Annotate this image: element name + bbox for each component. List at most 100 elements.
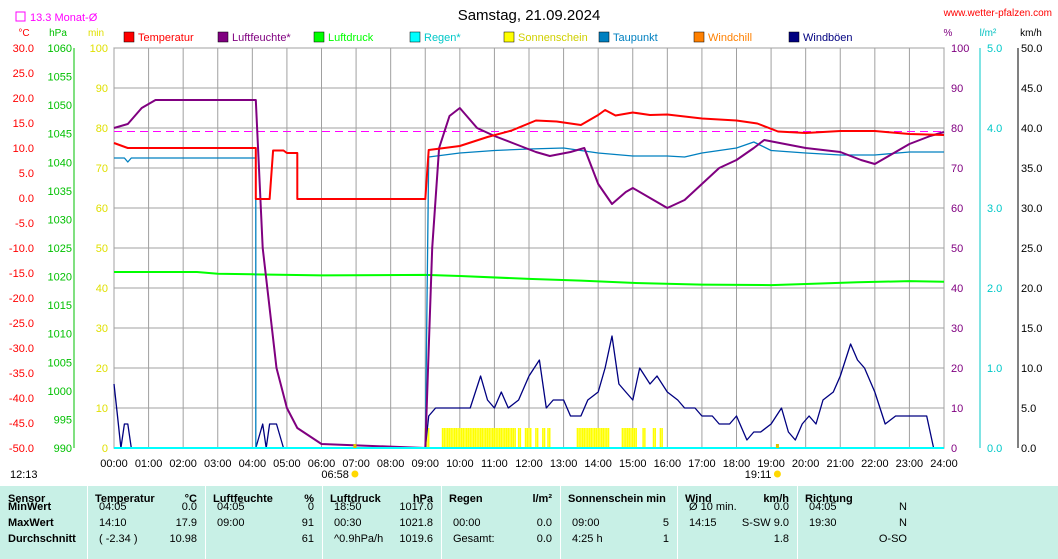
series-line-temperatur <box>113 109 945 200</box>
hpa-tick-label: 1045 <box>48 129 72 141</box>
stats-unit: % <box>304 493 314 505</box>
temp-tick-label: -35.0 <box>9 368 34 380</box>
time-tick-label: 00:00 <box>100 458 128 470</box>
time-tick-label: 19:00 <box>757 458 785 470</box>
unit-temp-label: °C <box>18 28 29 39</box>
stats-value: 17.9 <box>175 517 197 529</box>
time-tick-label: 10:00 <box>446 458 474 470</box>
hpa-tick-label: 1055 <box>48 72 72 84</box>
time-tick-label: 03:00 <box>204 458 232 470</box>
legend-swatch-6 <box>693 31 705 43</box>
legend-label: Luftfeuchte* <box>232 32 291 44</box>
min-tick-label: 80 <box>96 123 108 135</box>
wind-tick-label: 40.0 <box>1021 123 1042 135</box>
stats-unit: °C <box>184 493 197 505</box>
sunrise-label: 06:58 <box>321 469 349 481</box>
unit-rain-label: l/m² <box>980 28 997 39</box>
pct-tick-label: 100 <box>951 43 969 55</box>
stats-time: 00:00 <box>453 517 481 529</box>
temp-tick-label: -20.0 <box>9 293 34 305</box>
time-tick-label: 01:00 <box>135 458 163 470</box>
temp-tick-label: -15.0 <box>9 268 34 280</box>
unit-hpa-label: hPa <box>49 28 67 39</box>
time-tick-label: 09:00 <box>411 458 439 470</box>
wind-tick-label: 5.0 <box>1021 403 1036 415</box>
stats-value: 0.0 <box>536 517 552 529</box>
hpa-tick-label: 990 <box>54 443 72 455</box>
stats-time: 14:15 <box>689 517 717 529</box>
temp-tick-label: -45.0 <box>9 418 34 430</box>
pct-tick-label: 90 <box>951 83 963 95</box>
temp-tick-label: 5.0 <box>19 168 34 180</box>
stats-value: N <box>899 517 907 529</box>
stats-value: 10.98 <box>169 533 197 545</box>
stats-value: 61 <box>301 533 314 545</box>
wind-tick-label: 25.0 <box>1021 243 1042 255</box>
time-tick-label: 04:00 <box>239 458 267 470</box>
stats-value: 91 <box>301 517 314 529</box>
stats-value: S-SW 9.0 <box>741 517 789 529</box>
stats-time: Ø 10 min. <box>689 501 737 513</box>
month-avg-icon <box>15 11 26 22</box>
wind-tick-label: 35.0 <box>1021 163 1042 175</box>
time-tick-label: 21:00 <box>826 458 854 470</box>
stats-column-separator <box>560 486 561 559</box>
stats-time: 00:30 <box>334 517 362 529</box>
pct-tick-label: 50 <box>951 243 963 255</box>
stats-value: 1 <box>662 533 669 545</box>
hpa-tick-label: 1005 <box>48 357 72 369</box>
legend-swatch-5 <box>598 31 610 43</box>
legend-swatch-4 <box>503 31 515 43</box>
min-tick-label: 90 <box>96 83 108 95</box>
stats-time: 04:05 <box>809 501 837 513</box>
min-tick-label: 60 <box>96 203 108 215</box>
wind-tick-label: 15.0 <box>1021 323 1042 335</box>
wind-tick-label: 50.0 <box>1021 43 1042 55</box>
hpa-tick-label: 1000 <box>48 386 72 398</box>
time-tick-label: 16:00 <box>654 458 682 470</box>
min-tick-label: 0 <box>102 443 108 455</box>
time-tick-label: 07:00 <box>342 458 370 470</box>
min-tick-label: 50 <box>96 243 108 255</box>
temp-tick-label: -30.0 <box>9 343 34 355</box>
time-tick-label: 05:00 <box>273 458 301 470</box>
legend-swatch-3 <box>409 31 421 43</box>
temp-tick-label: -25.0 <box>9 318 34 330</box>
time-tick-label: 23:00 <box>896 458 924 470</box>
stats-time: ( -2.34 ) <box>99 533 138 545</box>
min-tick-label: 70 <box>96 163 108 175</box>
chart-title: Samstag, 21.09.2024 <box>458 7 601 24</box>
stats-header: Richtung <box>805 493 853 505</box>
pct-tick-label: 30 <box>951 323 963 335</box>
rain-tick-label: 5.0 <box>987 43 1002 55</box>
site-label: www.wetter-pfalzen.com <box>943 8 1052 19</box>
time-tick-label: 08:00 <box>377 458 405 470</box>
stats-time: 04:05 <box>217 501 245 513</box>
sunset-label: 19:11 <box>745 469 772 481</box>
rain-tick-label: 1.0 <box>987 363 1002 375</box>
min-tick-label: 40 <box>96 283 108 295</box>
stats-row-label: Durchschnitt <box>8 533 76 545</box>
stats-table: Sensor MinWert MaxWert Durchschnitt Temperat… <box>0 486 1058 559</box>
min-tick-label: 20 <box>96 363 108 375</box>
legend-swatch-0 <box>123 31 135 43</box>
stats-row-label: MinWert <box>8 501 52 513</box>
min-tick-label: 100 <box>90 43 108 55</box>
time-tick-label: 11:00 <box>481 458 508 470</box>
stats-time: 19:30 <box>809 517 837 529</box>
temp-tick-label: 10.0 <box>13 143 34 155</box>
wind-tick-label: 0.0 <box>1021 443 1036 455</box>
legend-swatch-2 <box>313 31 325 43</box>
stats-header: Temperatur <box>95 493 155 505</box>
temp-tick-label: 20.0 <box>13 93 34 105</box>
wind-tick-label: 30.0 <box>1021 203 1042 215</box>
legend-label: Sonnenschein <box>518 32 588 44</box>
sunrise-icon <box>351 470 359 478</box>
legend-label: Temperatur <box>138 32 194 44</box>
pct-tick-label: 20 <box>951 363 963 375</box>
legend-label: Luftdruck <box>328 32 374 44</box>
temp-tick-label: -50.0 <box>9 443 34 455</box>
hpa-tick-label: 1030 <box>48 214 72 226</box>
hpa-tick-label: 1010 <box>48 329 72 341</box>
time-tick-label: 18:00 <box>723 458 751 470</box>
